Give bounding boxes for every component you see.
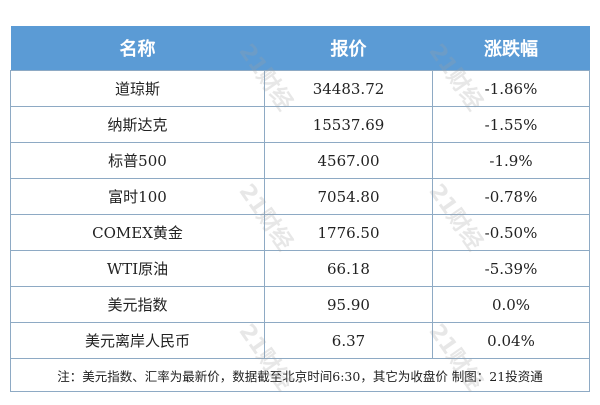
table-row: 美元指数 95.90 0.0% [10,286,590,323]
cell-name: COMEX黄金 [10,214,265,251]
cell-price: 34483.72 [264,70,433,107]
cell-price: 15537.69 [264,106,433,143]
cell-change: -0.50% [432,214,590,251]
cell-name: 标普500 [10,142,265,179]
cell-change: -1.9% [432,142,590,179]
table-row: 富时100 7054.80 -0.78% [10,178,590,215]
table-row: 标普500 4567.00 -1.9% [10,142,590,179]
table-row: 纳斯达克 15537.69 -1.55% [10,106,590,143]
cell-change: 0.04% [432,322,590,359]
cell-name: 纳斯达克 [10,106,265,143]
table-row: 道琼斯 34483.72 -1.86% [10,70,590,107]
cell-name: 美元指数 [10,286,265,323]
cell-name: 美元离岸人民币 [10,322,265,359]
cell-price: 66.18 [264,250,433,287]
header-name: 名称 [10,26,265,71]
header-change: 涨跌幅 [432,26,590,71]
table-row: 美元离岸人民币 6.37 0.04% [10,322,590,359]
cell-change: -0.78% [432,178,590,215]
table-row: WTI原油 66.18 -5.39% [10,250,590,287]
cell-price: 1776.50 [264,214,433,251]
cell-price: 7054.80 [264,178,433,215]
market-table: 名称 报价 涨跌幅 道琼斯 34483.72 -1.86% 纳斯达克 15537.69-… [10,26,590,392]
cell-name: 富时100 [10,178,265,215]
header-row: 名称 报价 涨跌幅 [10,26,590,71]
cell-name: WTI原油 [10,250,265,287]
cell-price: 6.37 [264,322,433,359]
cell-name: 道琼斯 [10,70,265,107]
cell-change: -1.86% [432,70,590,107]
note-text: 注：美元指数、汇率为最新价，数据截至北京时间6:30，其它为收盘价 制图：21投… [10,358,590,392]
note-row: 注：美元指数、汇率为最新价，数据截至北京时间6:30，其它为收盘价 制图：21投… [10,358,590,392]
cell-change: -1.55% [432,106,590,143]
cell-price: 4567.00 [264,142,433,179]
cell-change: 0.0% [432,286,590,323]
cell-change: -5.39% [432,250,590,287]
table-row: COMEX黄金 1776.50 -0.50% [10,214,590,251]
cell-price: 95.90 [264,286,433,323]
header-price: 报价 [264,26,433,71]
